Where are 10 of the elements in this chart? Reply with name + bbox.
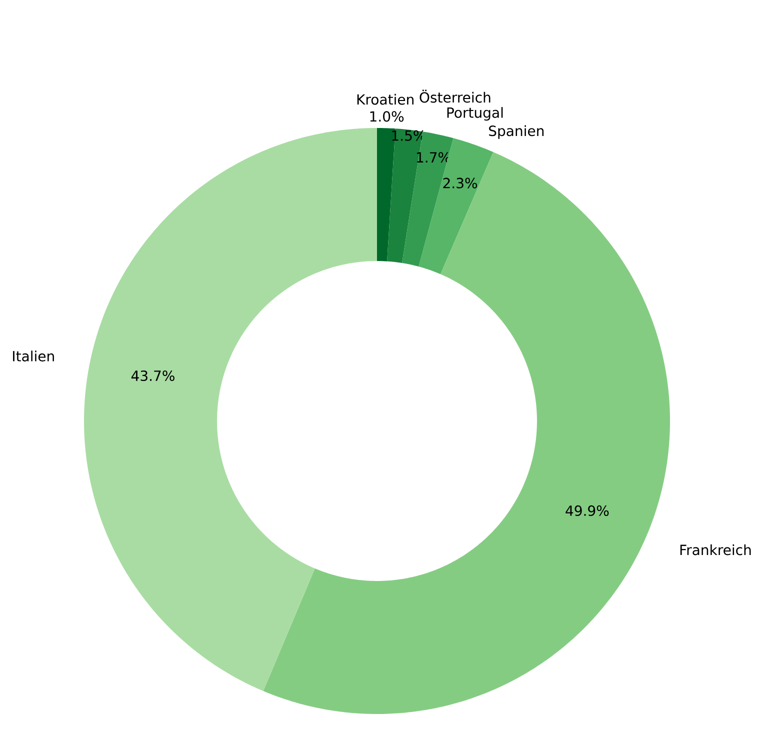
slice-label: Spanien xyxy=(489,125,544,139)
slice-label: Frankreich xyxy=(680,544,751,556)
data-label: 43.7% xyxy=(131,370,174,382)
slice-label: Italien xyxy=(13,350,54,362)
slice-label: Portugal xyxy=(447,107,503,121)
data-label: 1.0% xyxy=(370,111,404,122)
slice-label: Österreich xyxy=(420,90,490,103)
data-label: 2.3% xyxy=(443,178,478,188)
data-label: 49.9% xyxy=(566,505,609,516)
slice-label: Kroatien xyxy=(357,94,414,105)
